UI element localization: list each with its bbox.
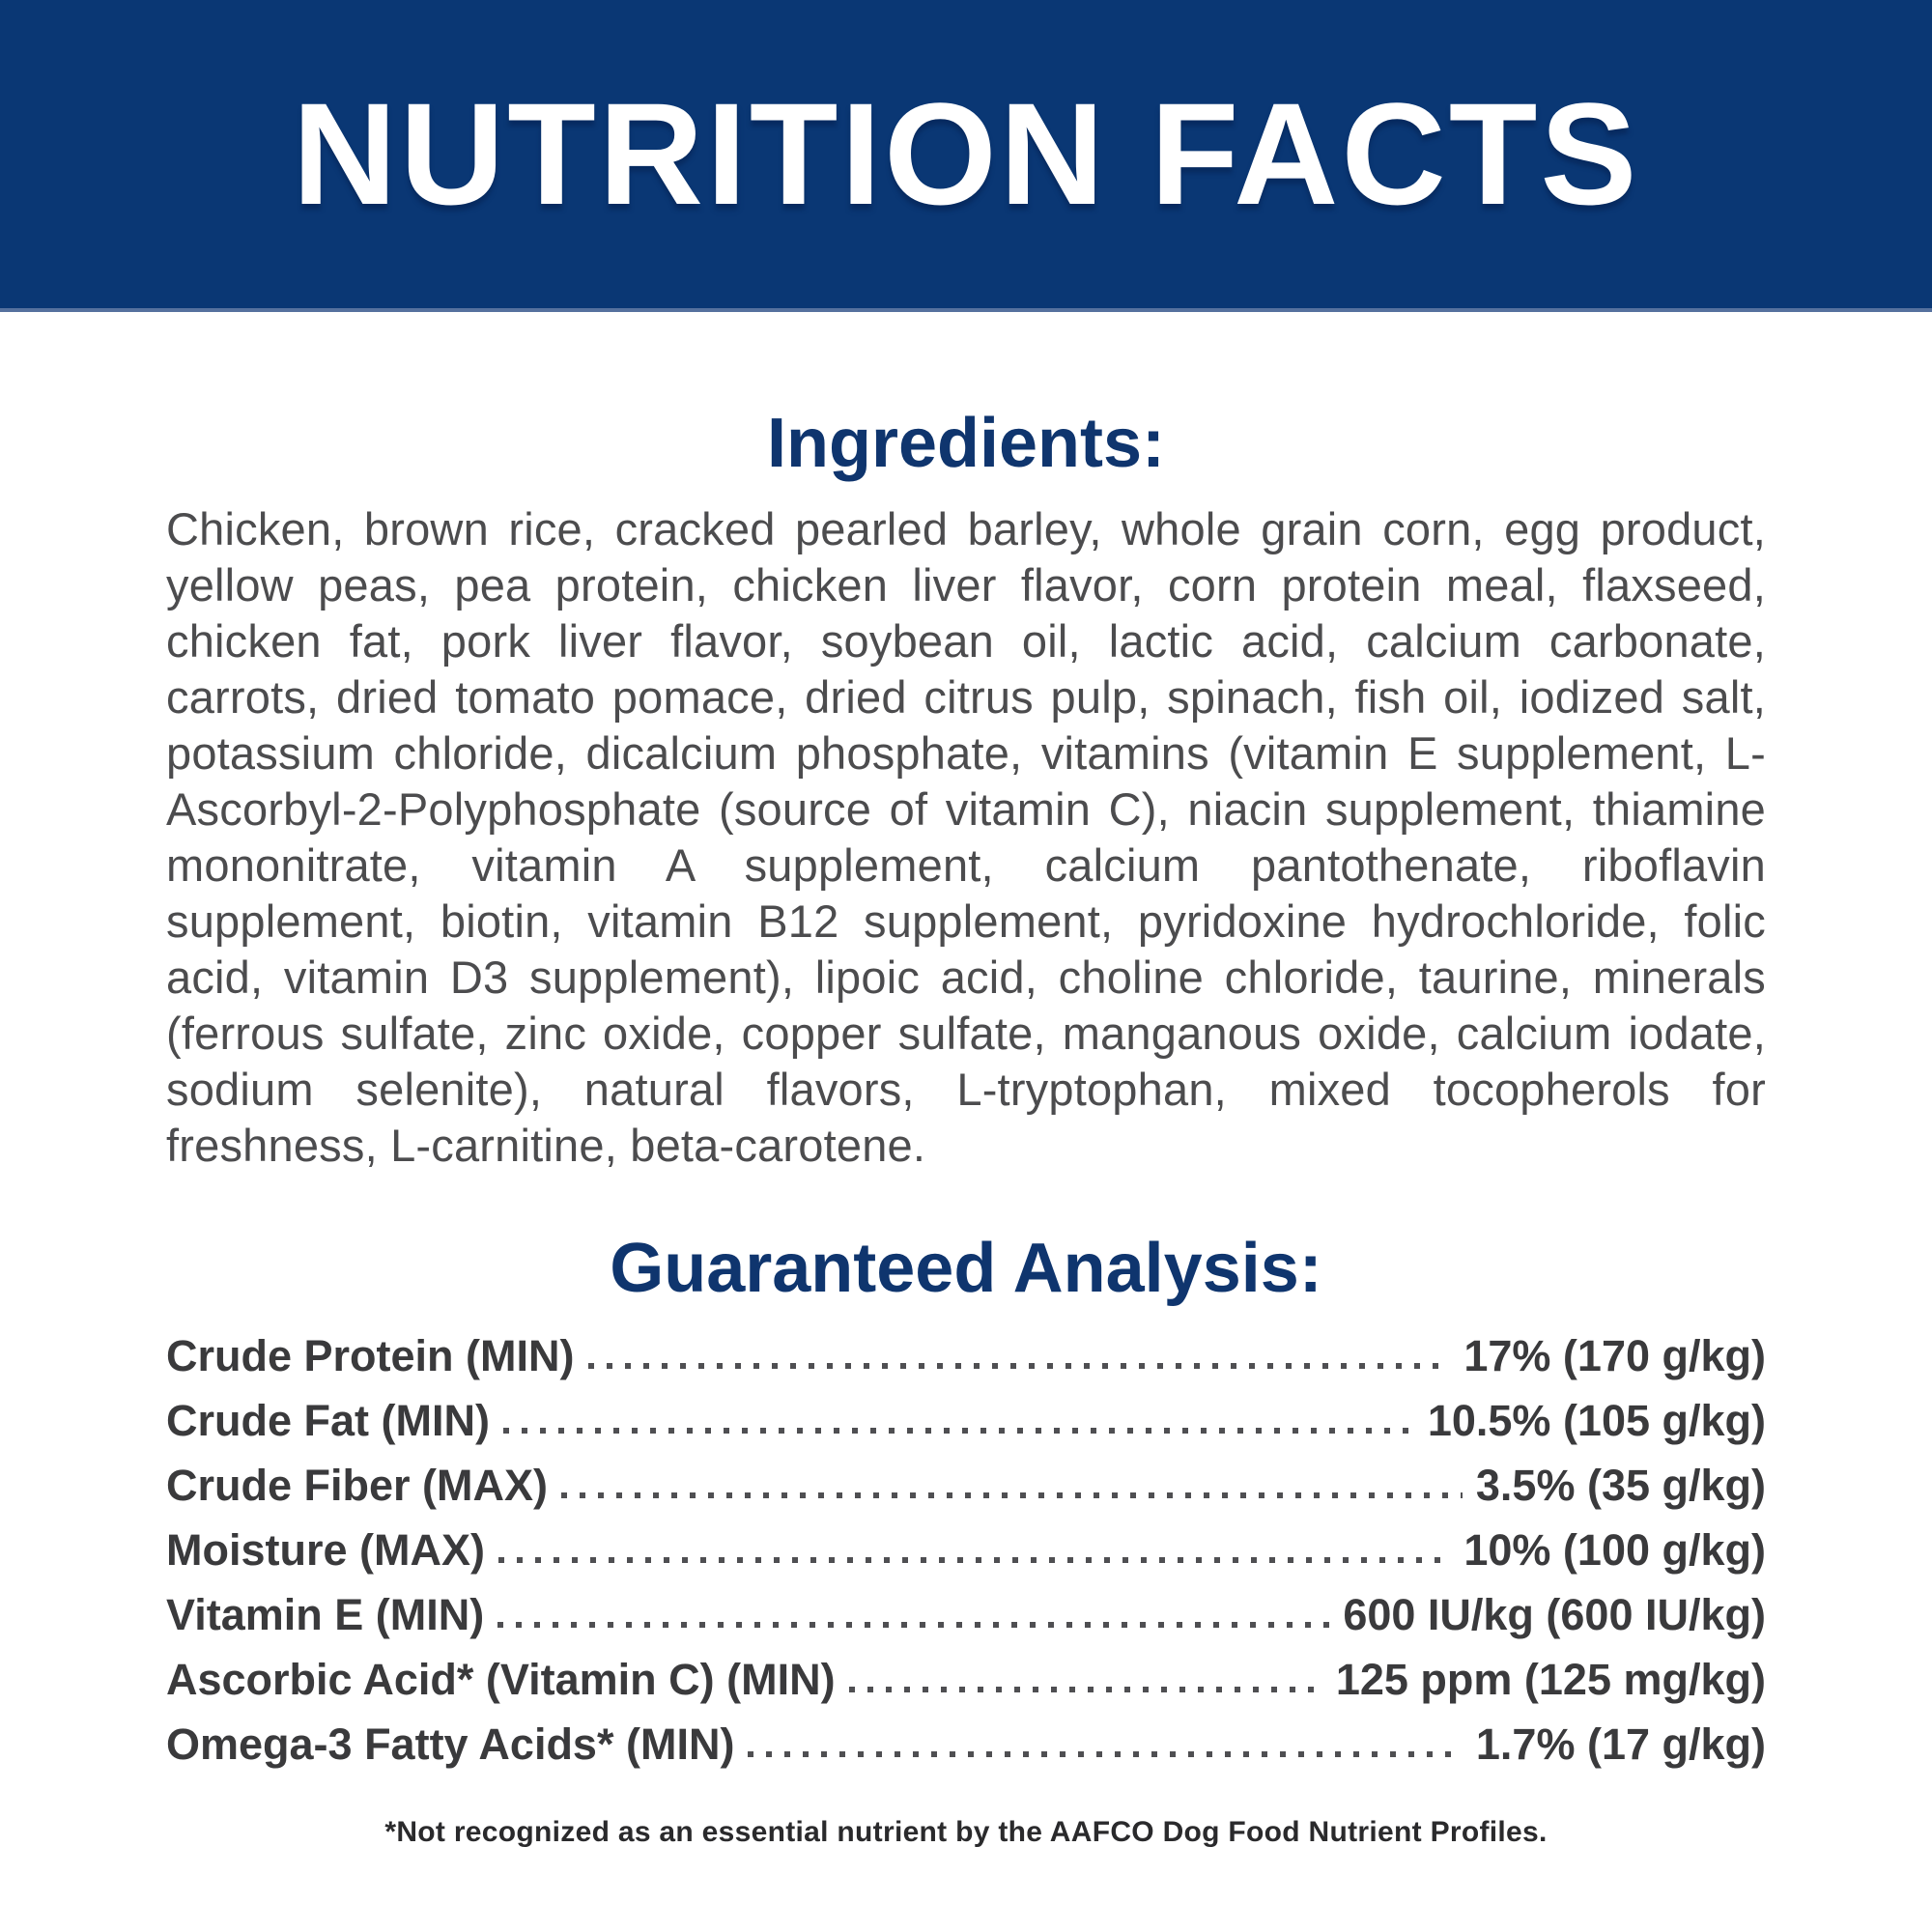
analysis-row-crude-fiber: Crude Fiber (MAX) 3.5% (35 g/kg)	[166, 1463, 1766, 1507]
nutrient-value: 17% (170 g/kg)	[1463, 1330, 1766, 1380]
dotted-leader	[497, 1621, 1330, 1628]
footnote: *Not recognized as an essential nutrient…	[384, 1815, 1548, 1848]
nutrient-label: Moisture (MAX)	[166, 1524, 485, 1575]
nutrient-value: 10% (100 g/kg)	[1463, 1524, 1766, 1575]
nutrient-label: Crude Fat (MIN)	[166, 1395, 490, 1445]
nutrient-value: 1.7% (17 g/kg)	[1475, 1719, 1766, 1769]
banner-title: NUTRITION FACTS	[292, 72, 1640, 235]
nutrient-value: 3.5% (35 g/kg)	[1475, 1460, 1766, 1510]
analysis-row-ascorbic-acid: Ascorbic Acid* (Vitamin C) (MIN) 125 ppm…	[166, 1658, 1766, 1701]
guaranteed-analysis-table: Crude Protein (MIN) 17% (170 g/kg) Crude…	[166, 1334, 1766, 1766]
dotted-leader	[848, 1686, 1322, 1692]
nutrient-label: Ascorbic Acid* (Vitamin C) (MIN)	[166, 1654, 836, 1704]
nutrient-value: 125 ppm (125 mg/kg)	[1335, 1654, 1766, 1704]
dotted-leader	[502, 1427, 1414, 1434]
analysis-row-omega-3: Omega-3 Fatty Acids* (MIN) 1.7% (17 g/kg…	[166, 1722, 1766, 1766]
analysis-row-crude-protein: Crude Protein (MIN) 17% (170 g/kg)	[166, 1334, 1766, 1378]
analysis-row-crude-fat: Crude Fat (MIN) 10.5% (105 g/kg)	[166, 1399, 1766, 1442]
ingredients-text: Chicken, brown rice, cracked pearled bar…	[166, 502, 1766, 1171]
nutrient-value: 600 IU/kg (600 IU/kg)	[1343, 1589, 1766, 1639]
nutrient-label: Omega-3 Fatty Acids* (MIN)	[166, 1719, 735, 1769]
analysis-row-vitamin-e: Vitamin E (MIN) 600 IU/kg (600 IU/kg)	[166, 1593, 1766, 1636]
dotted-leader	[561, 1492, 1463, 1498]
guaranteed-analysis-heading: Guaranteed Analysis:	[610, 1229, 1322, 1307]
dotted-leader	[498, 1556, 1451, 1563]
analysis-row-moisture: Moisture (MAX) 10% (100 g/kg)	[166, 1528, 1766, 1572]
dotted-leader	[748, 1750, 1463, 1757]
nutrient-label: Vitamin E (MIN)	[166, 1589, 485, 1639]
nutrient-label: Crude Protein (MIN)	[166, 1330, 575, 1380]
nutrient-label: Crude Fiber (MAX)	[166, 1460, 549, 1510]
ingredients-heading: Ingredients:	[766, 405, 1166, 482]
nutrient-value: 10.5% (105 g/kg)	[1427, 1395, 1766, 1445]
nutrition-facts-banner: NUTRITION FACTS	[0, 0, 1932, 312]
dotted-leader	[587, 1362, 1451, 1369]
